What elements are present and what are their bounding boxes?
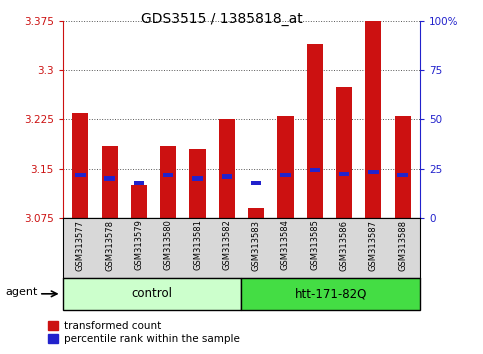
Bar <box>101 146 118 218</box>
Text: GSM313584: GSM313584 <box>281 219 290 270</box>
Bar <box>131 185 147 218</box>
Bar <box>395 116 411 218</box>
Text: GSM313578: GSM313578 <box>105 219 114 270</box>
Bar <box>219 120 235 218</box>
Bar <box>189 149 206 218</box>
Bar <box>163 173 173 177</box>
Legend: transformed count, percentile rank within the sample: transformed count, percentile rank withi… <box>44 317 244 348</box>
Bar <box>242 278 420 310</box>
Text: GSM313577: GSM313577 <box>76 219 85 270</box>
Bar <box>365 21 382 218</box>
Bar <box>336 87 352 218</box>
Text: GSM313579: GSM313579 <box>134 219 143 270</box>
Bar <box>222 174 232 179</box>
Bar <box>160 146 176 218</box>
Text: agent: agent <box>5 287 37 297</box>
Text: GDS3515 / 1385818_at: GDS3515 / 1385818_at <box>142 12 303 27</box>
Text: GSM313580: GSM313580 <box>164 219 173 270</box>
Bar <box>310 167 320 172</box>
Bar <box>63 278 242 310</box>
Text: htt-171-82Q: htt-171-82Q <box>295 287 367 300</box>
Bar <box>368 170 379 174</box>
Bar <box>72 113 88 218</box>
Text: GSM313586: GSM313586 <box>340 219 349 270</box>
Text: GSM313585: GSM313585 <box>310 219 319 270</box>
Text: GSM313588: GSM313588 <box>398 219 407 270</box>
Bar <box>398 173 408 177</box>
Bar <box>134 181 144 185</box>
Text: GSM313582: GSM313582 <box>222 219 231 270</box>
Bar <box>277 116 294 218</box>
Bar <box>280 173 291 177</box>
Text: GSM313583: GSM313583 <box>252 219 261 270</box>
Bar <box>248 208 264 218</box>
Bar <box>251 181 261 185</box>
Text: control: control <box>132 287 172 300</box>
Bar <box>75 173 85 177</box>
Bar <box>192 176 203 181</box>
Bar <box>104 176 115 181</box>
Bar <box>307 44 323 218</box>
Bar <box>339 172 349 176</box>
Text: GSM313587: GSM313587 <box>369 219 378 270</box>
Text: GSM313581: GSM313581 <box>193 219 202 270</box>
